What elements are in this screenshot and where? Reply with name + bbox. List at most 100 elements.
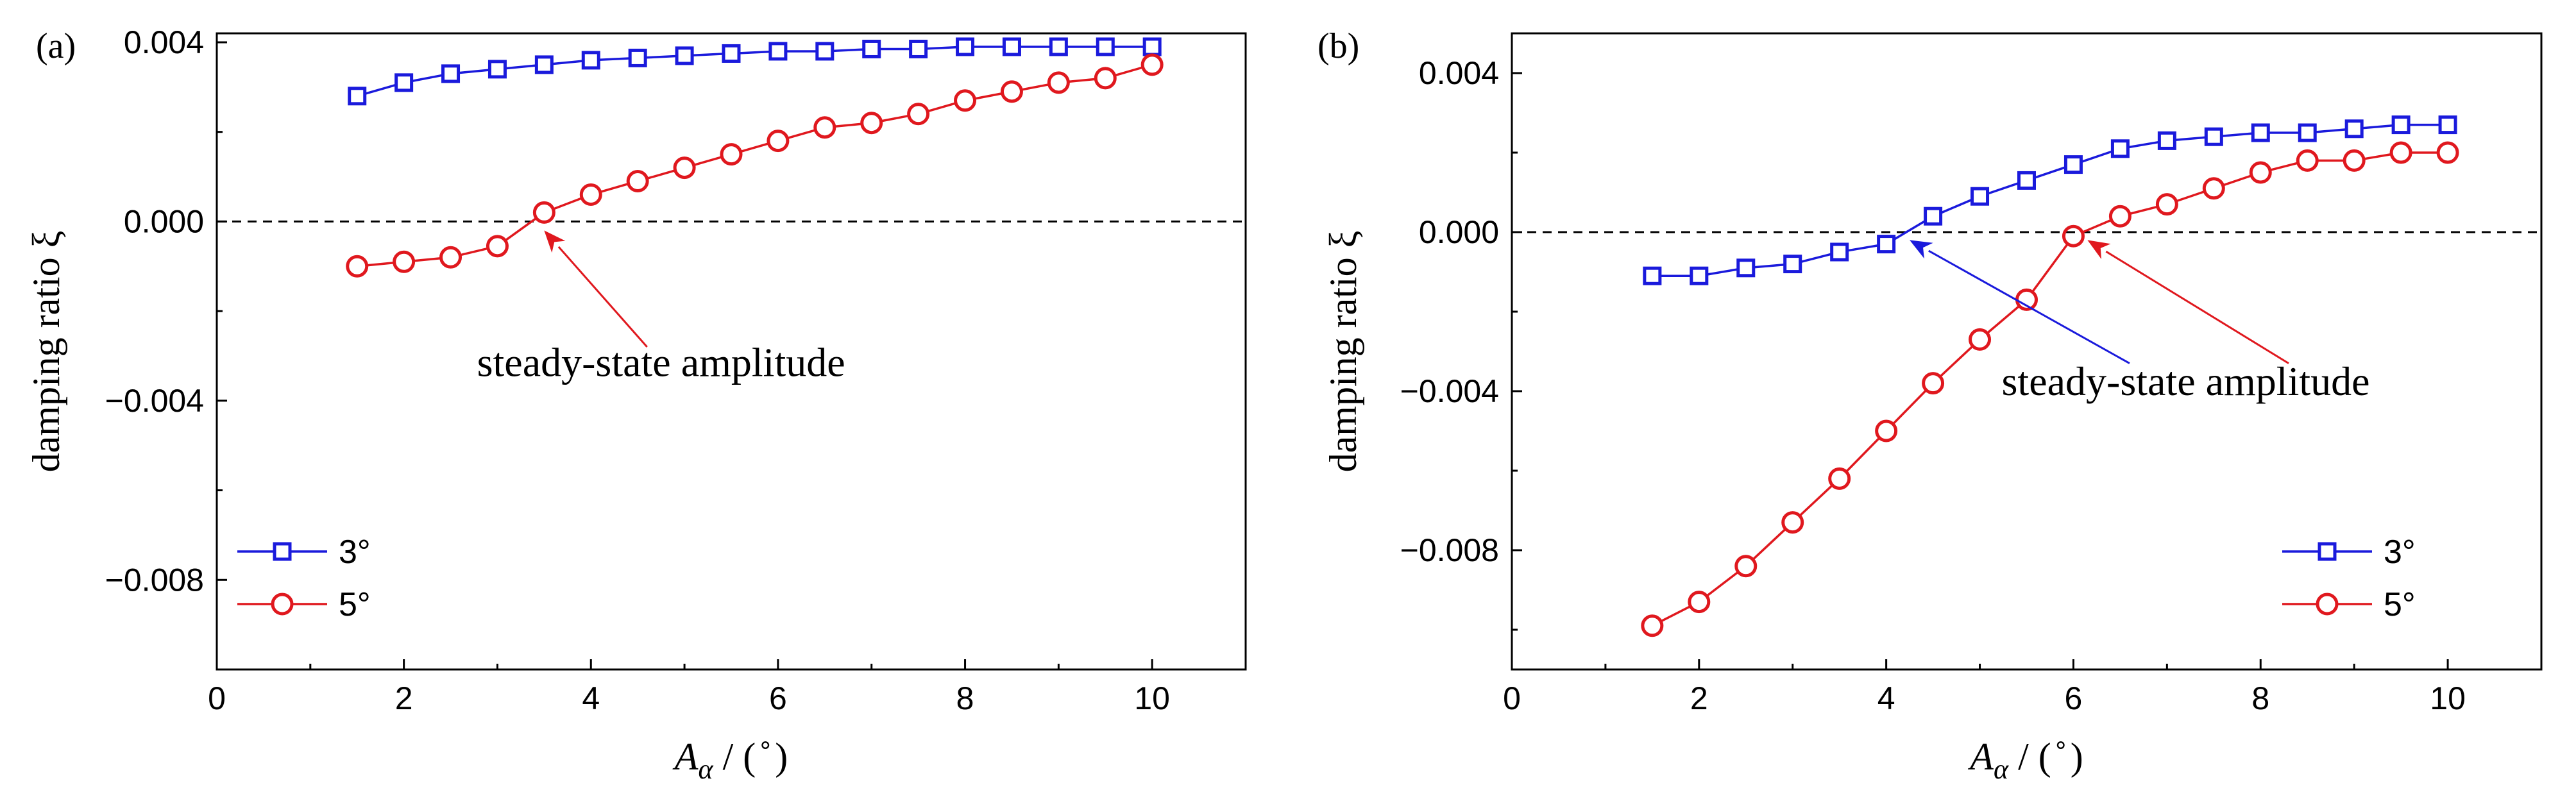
series-segment [1707, 268, 1738, 276]
y-tick-label: 0.004 [1419, 55, 1499, 91]
series-segment [2362, 124, 2393, 130]
series-segment [928, 102, 955, 112]
data-point-square [2298, 123, 2317, 142]
annotation-arrow [1928, 249, 2130, 364]
series-segment [1799, 485, 1833, 516]
data-point-circle [439, 246, 462, 269]
series-2-line [368, 66, 1142, 267]
data-point-circle [1969, 328, 1992, 351]
data-point-square [2438, 115, 2457, 135]
annotation-arrowhead [1910, 240, 1933, 259]
x-tick-label: 10 [2430, 680, 2466, 716]
data-point-circle [1140, 53, 1164, 76]
series-segment [1987, 306, 2019, 333]
data-point-circle [1781, 511, 1804, 534]
series-segment [2223, 174, 2251, 186]
legend-label: 3° [2384, 534, 2416, 571]
series-segment [2083, 219, 2111, 233]
data-point-square [1049, 37, 1068, 56]
series-segment [1069, 78, 1095, 83]
data-point-square [581, 51, 600, 70]
data-point-square [1924, 206, 1943, 226]
series-segment [552, 60, 583, 65]
data-point-circle [486, 235, 509, 258]
series-segment [2130, 206, 2157, 215]
legend-label: 5° [339, 586, 371, 623]
data-point-circle [1875, 419, 1898, 442]
data-point-square [768, 42, 788, 61]
data-point-square [2063, 155, 2083, 174]
series-segment [2032, 244, 2068, 292]
data-point-square [2204, 127, 2223, 146]
x-axis-title: Aα / ( ̊ ) [672, 736, 788, 785]
series-segment [1752, 528, 1786, 560]
series-1-line [1660, 123, 2440, 277]
series-segment [2271, 162, 2298, 171]
series-segment [1661, 605, 1690, 622]
data-point-circle [860, 112, 883, 135]
data-point-circle [2249, 161, 2272, 184]
data-point-circle [2062, 224, 2085, 248]
series-segment [2316, 128, 2346, 133]
data-point-square [956, 37, 975, 56]
panel-label: (a) [36, 26, 76, 66]
data-point-square [862, 39, 881, 58]
panel-label: (b) [1318, 26, 1359, 66]
data-point-circle [393, 250, 416, 273]
data-point-square [1830, 242, 1849, 262]
series-segment [2128, 140, 2159, 149]
data-point-square [1783, 255, 1802, 274]
series-segment [2034, 166, 2066, 179]
data-point-square [1690, 266, 1709, 285]
data-point-square [2110, 139, 2130, 158]
series-segment [648, 169, 675, 180]
data-point-circle [2155, 193, 2178, 216]
series-1-line [364, 46, 1144, 95]
legend-marker-square [2318, 542, 2337, 561]
series-segment [601, 183, 628, 193]
data-point-square [2017, 171, 2036, 190]
data-point-circle [1688, 591, 1711, 614]
legend-label: 5° [2384, 586, 2416, 623]
annotation-arrow [2105, 250, 2289, 364]
series-2-line [1661, 151, 2437, 622]
data-point-square [1877, 235, 1896, 254]
data-point-square [675, 46, 694, 65]
data-point-square [1096, 37, 1115, 56]
series-segment [1892, 219, 1927, 241]
data-point-circle [720, 143, 743, 166]
series-segment [694, 156, 722, 166]
data-point-square [1643, 266, 1662, 285]
data-point-square [2344, 119, 2364, 139]
legend-marker-circle [2316, 593, 2339, 616]
data-point-circle [1734, 555, 1758, 578]
series-segment [461, 248, 487, 257]
data-point-circle [1828, 467, 1851, 490]
plot-frame [216, 32, 1247, 671]
series-segment [1847, 244, 1879, 252]
data-point-circle [813, 116, 836, 139]
series-segment [2081, 150, 2113, 164]
data-point-square [348, 87, 367, 106]
y-tick-label: −0.008 [105, 562, 204, 598]
data-point-square [1736, 258, 1756, 278]
data-point-square [2157, 131, 2176, 150]
x-tick-label: 2 [395, 680, 413, 716]
series-segment [1115, 66, 1142, 76]
data-point-circle [346, 255, 369, 278]
y-tick-label: −0.008 [1400, 532, 1499, 568]
series-segment [2175, 136, 2206, 142]
data-point-square [815, 42, 835, 61]
series-segment [505, 217, 536, 241]
series-segment [882, 115, 908, 122]
data-point-square [2251, 123, 2270, 142]
series-segment [1987, 181, 2019, 195]
data-point-circle [2436, 141, 2459, 164]
series-segment [2364, 153, 2391, 160]
series-segment [364, 83, 396, 95]
y-tick-label: 0.000 [124, 203, 204, 239]
series-segment [741, 142, 768, 153]
data-point-square [628, 48, 647, 67]
data-point-square [534, 55, 554, 74]
y-tick-label: 0.000 [1419, 214, 1499, 250]
